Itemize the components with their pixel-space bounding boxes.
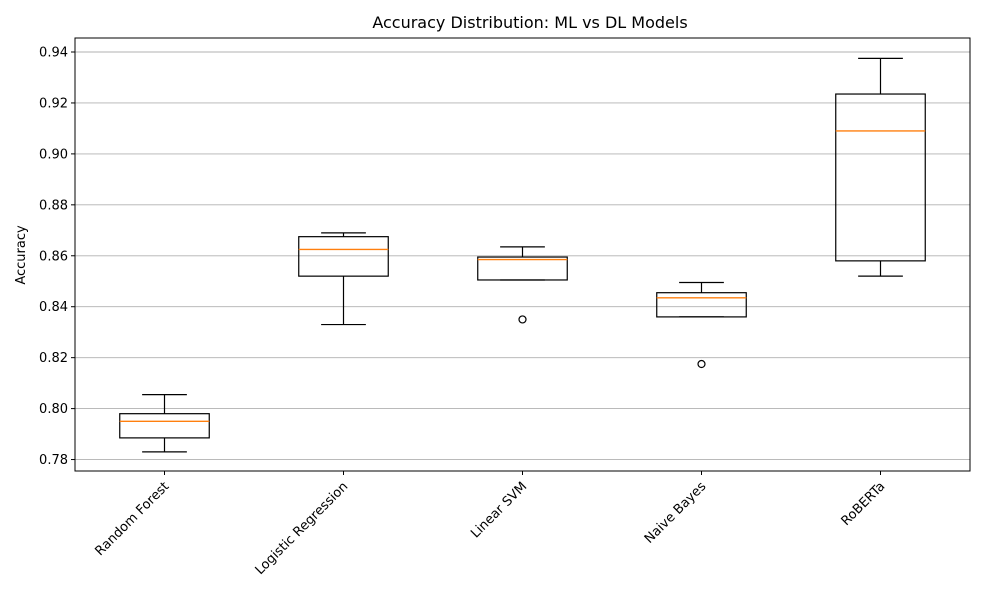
y-tick-label: 0.94 [39,46,68,61]
iqr-box [119,413,210,439]
box-random-forest [119,393,210,453]
y-axis-title: Accuracy [14,225,29,285]
y-tick-label: 0.78 [39,453,68,468]
iqr-box [477,256,568,281]
iqr-box [835,93,926,262]
y-tick-label: 0.86 [39,249,68,264]
y-tick-label: 0.92 [39,96,68,111]
y-tick-label: 0.80 [39,402,68,417]
box-logistic-regression [298,232,389,326]
iqr-box [656,292,747,318]
y-tick-label: 0.88 [39,198,68,213]
y-tick-label: 0.84 [39,300,68,315]
outlier-point [697,359,706,369]
iqr-box [298,236,389,277]
y-tick-label: 0.82 [39,351,68,366]
outlier-point [518,315,527,324]
grid-layer [75,51,970,460]
plot-frame [74,37,971,472]
box-naive-bayes [656,281,747,369]
y-tick-label: 0.90 [39,147,68,162]
box-linear-svm [477,246,568,324]
box-roberta [835,57,926,277]
chart-title: Accuracy Distribution: ML vs DL Models [372,13,687,32]
boxes-layer [119,57,926,453]
